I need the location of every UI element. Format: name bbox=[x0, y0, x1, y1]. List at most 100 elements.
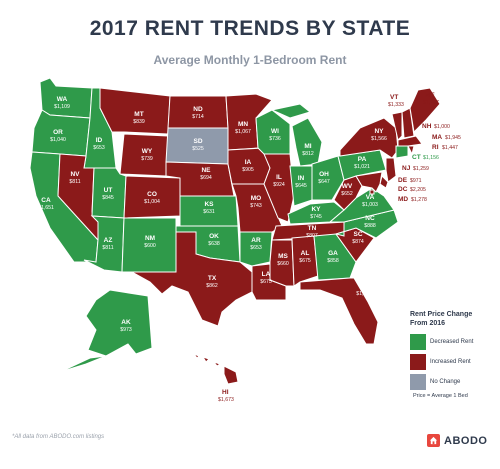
state-rent-ky: $745 bbox=[310, 214, 322, 220]
state-abbr-wa: WA bbox=[57, 96, 68, 103]
state-abbr-ky: KY bbox=[311, 206, 321, 213]
brand-logo[interactable]: ABODO bbox=[427, 434, 487, 447]
state-rent-mi: $812 bbox=[302, 151, 314, 157]
state-abbr-oh: OH bbox=[319, 171, 329, 178]
state-ma[interactable] bbox=[397, 135, 423, 147]
state-abbr-wv: WV bbox=[342, 183, 353, 190]
state-abbr-ne: NE bbox=[201, 167, 211, 174]
state-abbr-ok: OK bbox=[209, 233, 219, 240]
state-rent-nc: $888 bbox=[364, 223, 376, 229]
state-abbr-nc: NC bbox=[365, 215, 375, 222]
state-rent-mt: $839 bbox=[133, 119, 145, 125]
source-footnote: *All data from ABODO.com listings bbox=[12, 434, 105, 440]
state-abbr-ak: AK bbox=[121, 319, 131, 326]
state-ny[interactable] bbox=[339, 117, 399, 159]
ext-rent-de: $971 bbox=[410, 178, 422, 184]
legend-item-decreased: Decreased Rent bbox=[410, 334, 473, 350]
state-rent-tn: $807 bbox=[306, 233, 318, 239]
state-rent-wa: $1,109 bbox=[54, 104, 70, 110]
ext-rent-ri: $1,447 bbox=[442, 145, 458, 151]
state-fl[interactable] bbox=[299, 277, 379, 345]
ext-abbr-de: DE bbox=[398, 177, 408, 184]
state-abbr-mn: MN bbox=[238, 121, 248, 128]
state-al[interactable] bbox=[291, 235, 319, 287]
state-abbr-wi: WI bbox=[271, 128, 279, 135]
state-abbr-ut: UT bbox=[104, 187, 113, 194]
ext-abbr-me: ME bbox=[425, 92, 435, 99]
ext-rent-ct: $1,156 bbox=[423, 155, 439, 161]
state-rent-tx: $862 bbox=[206, 283, 218, 289]
state-abbr-nm: NM bbox=[145, 235, 155, 242]
ext-abbr-ri: RI bbox=[432, 144, 439, 151]
state-abbr-nv: NV bbox=[70, 171, 80, 178]
ext-rent-nh: $1,000 bbox=[434, 124, 450, 130]
ext-abbr-ma: MA bbox=[432, 134, 442, 141]
legend-title-line1: Rent Price Change bbox=[410, 311, 473, 318]
state-abbr-sc: SC bbox=[353, 231, 362, 238]
state-rent-mn: $1,067 bbox=[235, 129, 251, 135]
state-rent-co: $1,004 bbox=[144, 199, 160, 205]
state-rent-fl: $1,110 bbox=[356, 291, 372, 297]
state-wy[interactable] bbox=[119, 133, 169, 177]
state-nc[interactable] bbox=[334, 209, 399, 239]
state-rent-ut: $845 bbox=[102, 195, 114, 201]
state-ak[interactable] bbox=[59, 289, 153, 373]
state-hi[interactable] bbox=[192, 352, 239, 385]
state-rent-il: $924 bbox=[273, 182, 285, 188]
state-dc[interactable] bbox=[369, 189, 375, 195]
state-me[interactable] bbox=[409, 87, 441, 134]
legend-note: Price = Average 1 Bed bbox=[413, 393, 468, 399]
state-ga[interactable] bbox=[313, 233, 357, 281]
state-abbr-mi: MI bbox=[304, 143, 311, 150]
swatch-increased bbox=[410, 354, 426, 370]
state-rent-nd: $714 bbox=[192, 114, 204, 120]
legend: Rent Price Change From 2016 Decreased Re… bbox=[410, 310, 500, 390]
state-abbr-ga: GA bbox=[328, 250, 338, 257]
state-abbr-or: OR bbox=[53, 129, 63, 136]
state-ar[interactable] bbox=[239, 231, 273, 267]
legend-label-decreased: Decreased Rent bbox=[430, 339, 474, 345]
state-abbr-ny: NY bbox=[374, 128, 384, 135]
ext-rent-dc: $2,205 bbox=[410, 187, 426, 193]
legend-item-no-change: No Change bbox=[410, 374, 460, 390]
state-ri[interactable] bbox=[407, 145, 415, 156]
state-rent-ar: $653 bbox=[250, 245, 262, 251]
state-abbr-al: AL bbox=[301, 250, 310, 257]
state-rent-ms: $660 bbox=[277, 261, 289, 267]
state-abbr-ca: CA bbox=[41, 197, 51, 204]
state-rent-ne: $694 bbox=[200, 175, 212, 181]
state-vt[interactable] bbox=[391, 111, 403, 141]
state-md[interactable] bbox=[355, 171, 383, 193]
state-abbr-ks: KS bbox=[204, 201, 214, 208]
state-abbr-ms: MS bbox=[278, 253, 288, 260]
ext-rent-hi: $1,673 bbox=[218, 397, 234, 403]
state-abbr-id: ID bbox=[96, 137, 103, 144]
state-ct[interactable] bbox=[395, 145, 409, 159]
state-abbr-fl: FL bbox=[360, 283, 368, 290]
state-oh[interactable] bbox=[311, 155, 345, 201]
state-labels: WA$1,109 OR$1,040 CA$1,651 ID$653 NV$811… bbox=[38, 96, 387, 333]
state-abbr-sd: SD bbox=[193, 138, 202, 145]
state-rent-az: $811 bbox=[102, 245, 113, 251]
state-rent-wy: $739 bbox=[141, 156, 153, 162]
state-abbr-ar: AR bbox=[251, 237, 261, 244]
state-rent-id: $653 bbox=[93, 145, 105, 151]
state-rent-la: $675 bbox=[260, 279, 272, 285]
state-il[interactable] bbox=[263, 153, 295, 223]
state-rent-ia: $905 bbox=[242, 167, 254, 173]
state-abbr-il: IL bbox=[276, 174, 282, 181]
state-rent-va: $1,003 bbox=[362, 202, 378, 208]
state-abbr-co: CO bbox=[147, 191, 157, 198]
state-abbr-tx: TX bbox=[208, 275, 217, 282]
ext-abbr-md: MD bbox=[398, 196, 408, 203]
state-abbr-wy: WY bbox=[142, 148, 153, 155]
swatch-decreased bbox=[410, 334, 426, 350]
state-rent-in: $645 bbox=[295, 183, 307, 189]
state-nj[interactable] bbox=[385, 157, 397, 183]
state-tx[interactable] bbox=[130, 231, 253, 327]
ext-rent-md: $1,278 bbox=[411, 197, 427, 203]
state-rent-wi: $736 bbox=[269, 136, 281, 142]
map-title: 2017 RENT TRENDS BY STATE bbox=[89, 17, 411, 40]
state-rent-ga: $858 bbox=[327, 258, 339, 264]
